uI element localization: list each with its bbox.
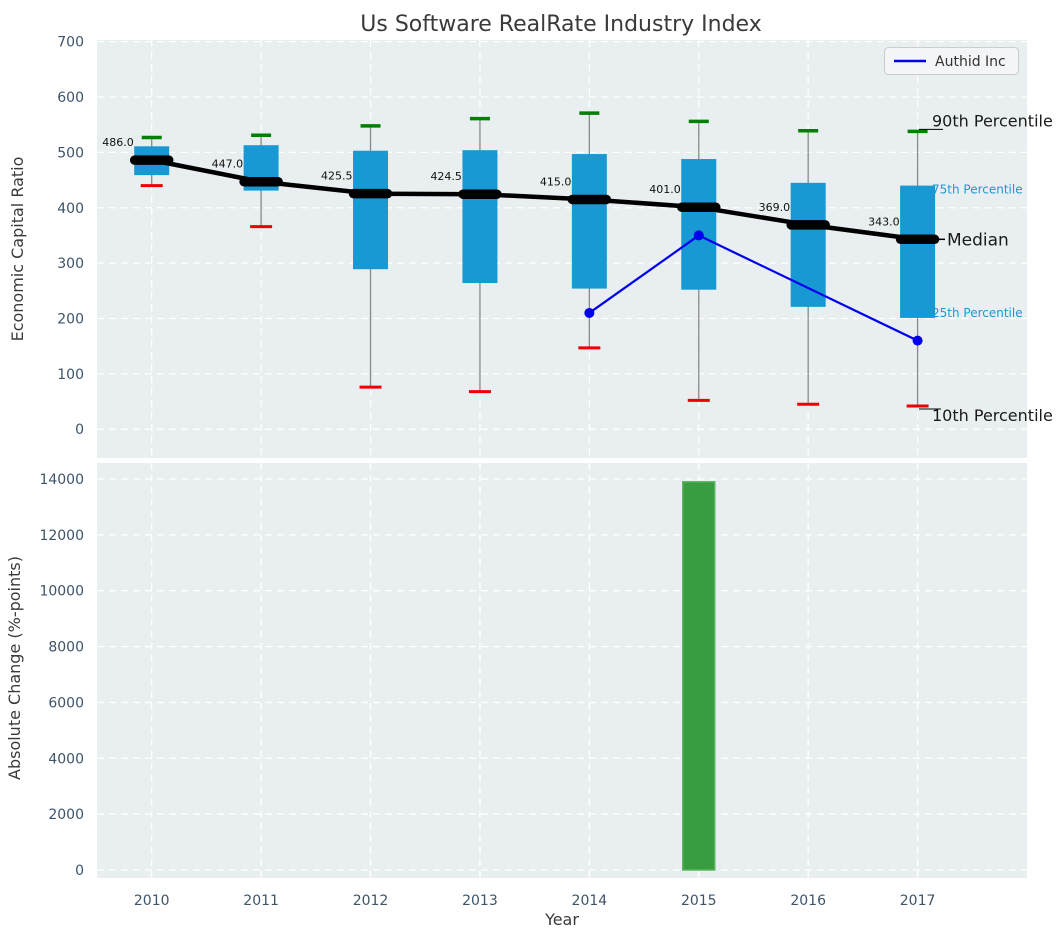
median-value-label: 425.5: [321, 170, 353, 183]
x-axis-label: Year: [544, 910, 579, 929]
bottom-y-tick-label: 12000: [39, 528, 84, 544]
top-axes-background: [97, 40, 1027, 458]
top-y-tick-label: 300: [57, 256, 84, 272]
series-marker: [912, 335, 923, 346]
p90-label: 90th Percentile: [932, 111, 1053, 130]
top-y-tick-label: 0: [75, 422, 84, 438]
bottom-y-tick-label: 4000: [48, 751, 84, 767]
median-value-label: 424.5: [430, 170, 462, 183]
legend: Authid Inc: [884, 47, 1019, 75]
bottom-y-tick-label: 2000: [48, 807, 84, 823]
median-value-label: 415.0: [540, 175, 572, 188]
bottom-axes-background: [97, 463, 1027, 878]
top-y-tick-label: 500: [57, 145, 84, 161]
bottom-y-tick-label: 14000: [39, 472, 84, 488]
top-y-tick-label: 400: [57, 201, 84, 217]
x-tick-label: 2010: [134, 893, 170, 909]
percentile-box: [353, 150, 389, 270]
x-tick-label: 2015: [681, 893, 717, 909]
percentile-box: [681, 159, 717, 290]
change-bar: [682, 481, 716, 871]
axes-backgrounds: [97, 40, 1027, 878]
p10-label: 10th Percentile: [932, 406, 1053, 425]
bottom-y-tick-label: 0: [75, 863, 84, 879]
x-tick-label: 2016: [790, 893, 826, 909]
percentile-box: [462, 150, 498, 284]
legend-label: Authid Inc: [935, 54, 1006, 70]
bottom-y-axis-label: Absolute Change (%-points): [5, 556, 24, 780]
tick-labels: 0 100 200 300 400 500 600 700 0 2000 4000 6000 8000 1…: [39, 35, 935, 909]
median-value-label: 447.0: [212, 158, 244, 171]
percentile-box: [900, 185, 936, 318]
median-value-label: 486.0: [102, 136, 134, 149]
legend-box: [884, 47, 1019, 75]
top-y-axis-label: Economic Capital Ratio: [8, 157, 27, 342]
chart-marks: 486.0 447.0 425.5 424.5 415.0 401.0 369.0 343.0: [102, 111, 940, 871]
bottom-y-tick-label: 10000: [39, 584, 84, 600]
series-marker: [693, 230, 704, 241]
p75-label: 75th Percentile: [932, 183, 1023, 197]
percentile-annotations: 90th Percentile 75th Percentile Median 25th…: [919, 111, 1053, 425]
median-value-label: 343.0: [868, 215, 900, 228]
x-tick-label: 2013: [462, 893, 498, 909]
p25-label: 25th Percentile: [932, 306, 1023, 320]
x-tick-label: 2012: [353, 893, 389, 909]
x-tick-label: 2014: [572, 893, 608, 909]
median-value-label: 401.0: [649, 183, 681, 196]
median-value-label: 369.0: [759, 201, 791, 214]
bottom-y-tick-label: 8000: [48, 640, 84, 656]
top-y-tick-label: 100: [57, 367, 84, 383]
median-label: Median: [947, 230, 1009, 250]
series-marker: [584, 307, 595, 318]
x-tick-label: 2011: [243, 893, 279, 909]
x-tick-label: 2017: [900, 893, 936, 909]
percentile-box: [571, 154, 607, 289]
bottom-y-tick-label: 6000: [48, 695, 84, 711]
top-y-tick-label: 700: [57, 35, 84, 51]
top-y-tick-label: 600: [57, 90, 84, 106]
chart-title: Us Software RealRate Industry Index: [360, 12, 761, 37]
top-y-tick-label: 200: [57, 311, 84, 327]
percentile-box: [790, 182, 826, 307]
